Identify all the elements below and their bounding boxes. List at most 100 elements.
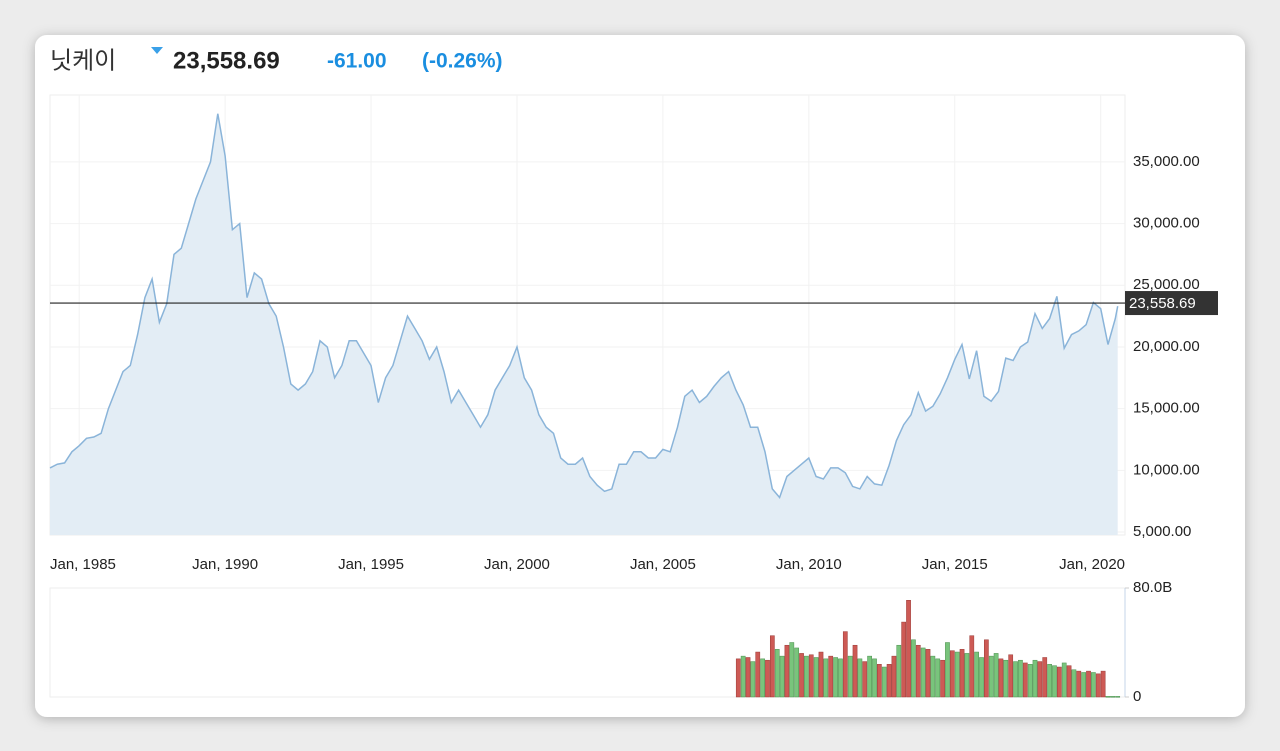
volume-bar <box>1003 659 1009 698</box>
y-tick-label: 10,000.00 <box>1133 461 1200 478</box>
x-tick-label: Jan, 1985 <box>50 556 116 573</box>
volume-bar <box>799 653 804 698</box>
volume-bar <box>949 650 955 698</box>
volume-bar <box>804 655 809 698</box>
volume-bar <box>808 654 814 698</box>
volume-bar <box>1032 659 1038 698</box>
price: 23,558.69 <box>173 47 280 74</box>
volume-bar <box>872 658 877 698</box>
y-tick-label: 0 <box>1133 688 1141 705</box>
volume-bar <box>886 664 892 698</box>
y-tick-label: 25,000.00 <box>1133 276 1200 293</box>
volume-bar <box>779 655 785 698</box>
volume-bar <box>993 653 999 698</box>
last-price-label: 23,558.69 <box>1129 295 1196 312</box>
volume-bar <box>1071 669 1077 698</box>
last-price-box <box>1125 291 1218 316</box>
volume-bar <box>745 657 751 698</box>
x-tick-label: Jan, 2020 <box>1059 556 1125 573</box>
volume-bar <box>1061 662 1067 698</box>
volume-bar <box>862 661 868 698</box>
volume-bar <box>789 642 795 698</box>
volume-bar <box>1076 670 1082 698</box>
volume-bar <box>750 661 756 698</box>
volume-bar <box>906 600 911 698</box>
volume-bar <box>988 655 994 698</box>
line <box>49 113 1119 499</box>
volume-bar <box>769 635 775 698</box>
volume-bar <box>828 655 834 698</box>
x-tick-label: Jan, 1995 <box>338 556 404 573</box>
volume-bar <box>755 651 761 698</box>
volume-bar <box>881 666 887 698</box>
volume-bar <box>920 647 926 698</box>
y-tick-label: 80.0B <box>1133 579 1172 596</box>
volume-bar <box>891 655 897 698</box>
volume-bar <box>974 651 979 698</box>
area <box>50 113 1118 536</box>
volume-bar <box>867 655 872 698</box>
y-tick-label: 35,000.00 <box>1133 153 1200 170</box>
volume-bar <box>1018 659 1023 698</box>
x-tick-label: Jan, 2015 <box>922 556 988 573</box>
volume-bar <box>984 639 989 698</box>
volume-bar <box>896 644 902 698</box>
card <box>35 35 1245 717</box>
volume-bar <box>1052 665 1057 698</box>
volume-bar <box>877 664 882 698</box>
index-name: 닛케이 <box>50 47 116 74</box>
volume-bar <box>1100 670 1106 698</box>
volume-bar <box>760 658 765 698</box>
volume-bar <box>1066 665 1072 698</box>
volume-bar <box>833 657 838 698</box>
volume-bar <box>915 644 921 698</box>
volume-bar <box>735 658 741 698</box>
volume-bar <box>813 657 819 698</box>
y-tick-label: 30,000.00 <box>1133 215 1200 232</box>
volume-bar <box>1013 661 1018 698</box>
volume-bar <box>818 651 824 698</box>
volume-bar <box>1042 657 1048 698</box>
volume-bar <box>1022 662 1028 698</box>
volume-bar <box>964 653 970 698</box>
volume-bar <box>842 631 848 698</box>
volume-bar <box>847 655 853 698</box>
change: -61.00 <box>327 50 387 73</box>
x-tick-label: Jan, 2000 <box>484 556 550 573</box>
volume-bar <box>979 657 984 698</box>
volume-bar <box>1008 654 1014 698</box>
volume-bar <box>959 649 965 698</box>
volume-bar <box>852 644 858 698</box>
volume-bar <box>925 649 931 698</box>
volume-bar <box>823 658 829 698</box>
x-tick-label: Jan, 2005 <box>630 556 696 573</box>
x-tick-label: Jan, 1990 <box>192 556 258 573</box>
volume-bar <box>774 649 780 698</box>
volume-bar <box>794 647 800 698</box>
volume-bar <box>1027 664 1033 698</box>
volume-bar <box>838 658 843 698</box>
y-tick-label: 20,000.00 <box>1133 338 1200 355</box>
volume-bar <box>930 655 936 698</box>
volume-bar <box>765 659 770 698</box>
volume-bar <box>1110 696 1116 698</box>
y-tick-label: 5,000.00 <box>1133 523 1191 540</box>
y-tick-label: 15,000.00 <box>1133 400 1200 417</box>
volume-bar <box>1095 673 1101 698</box>
volume-bar <box>901 621 907 698</box>
volume-bar <box>1105 696 1111 698</box>
volume-bar <box>740 655 746 698</box>
volume-bar <box>1115 696 1121 698</box>
volume-bar <box>857 658 863 698</box>
volume-bar <box>940 659 945 698</box>
change-pct: (-0.26%) <box>422 50 503 73</box>
down-icon <box>151 47 163 54</box>
volume-bar <box>998 658 1004 698</box>
volume-bar <box>1047 664 1052 698</box>
volume-bar <box>1081 672 1087 698</box>
volume-bar <box>935 658 941 698</box>
layer: 5,000.00 10,000.00 15,000.00 20,000.00 25,00… <box>49 95 1218 705</box>
volume-bar <box>911 639 916 698</box>
